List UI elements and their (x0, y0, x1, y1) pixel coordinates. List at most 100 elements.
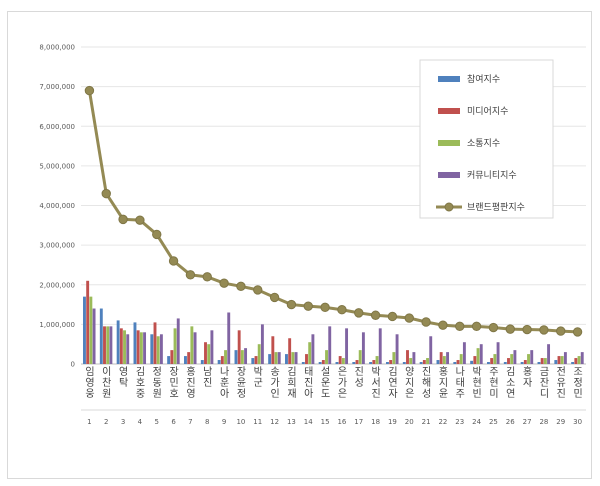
bar (207, 344, 211, 364)
line-point (320, 302, 330, 313)
bar (547, 344, 551, 364)
bar (459, 354, 463, 364)
line-point (337, 305, 347, 315)
bar (375, 356, 379, 364)
bar (513, 350, 517, 364)
bar (227, 312, 231, 364)
line-point (471, 321, 482, 332)
bar (92, 308, 96, 364)
bar (372, 360, 376, 364)
bar (456, 360, 460, 364)
bar (311, 334, 315, 364)
bar (503, 362, 507, 364)
line-series (84, 85, 583, 337)
bar (530, 350, 534, 364)
bar (153, 322, 157, 364)
bar (355, 360, 359, 364)
bar (106, 326, 110, 364)
bar (335, 362, 339, 364)
bar (116, 320, 120, 364)
bar (184, 356, 187, 364)
line-point (354, 308, 364, 318)
bar (274, 352, 278, 364)
y-tick-label: 6,000,000 (39, 123, 75, 131)
bar (352, 362, 356, 364)
y-axis-ticks: 0 1,000,000 2,000,000 3,000,000 4,000,000 5,0… (39, 44, 75, 369)
rank-label: 24 (472, 418, 481, 426)
bar (133, 322, 137, 364)
x-axis-labels: 임 영 웅 1 이 찬 원 2 영 탁 3 김 호 중 4 정 동 원 5 장 민 호 6 홍 진 영 7 남 진 8 나 훈 아 9 장 윤 정 10 박… (81, 365, 586, 426)
bar (389, 360, 393, 364)
bar (577, 356, 581, 364)
bar (419, 362, 423, 364)
rank-label: 5 (155, 418, 159, 426)
rank-label: 20 (405, 418, 414, 426)
line-point (118, 214, 128, 225)
bar (439, 352, 443, 364)
bar (240, 350, 244, 364)
line-point (253, 285, 263, 295)
brand-reputation-chart: 0 1,000,000 2,000,000 3,000,000 4,000,000 5,0… (39, 44, 586, 426)
bar (571, 362, 575, 364)
bar (442, 356, 446, 364)
bar (473, 356, 477, 364)
bar (83, 296, 86, 364)
bar (136, 330, 140, 364)
bar (345, 328, 349, 364)
bar (520, 362, 524, 364)
bar (392, 352, 396, 364)
bar (193, 332, 197, 364)
bar (386, 362, 389, 364)
rank-label: 17 (354, 418, 363, 426)
chart-frame: 0 1,000,000 2,000,000 3,000,000 4,000,000 5,0… (7, 11, 592, 479)
bar (507, 358, 510, 364)
bar (338, 356, 342, 364)
rank-label: 12 (270, 418, 279, 426)
rank-label: 10 (236, 418, 245, 426)
rank-label: 16 (337, 418, 346, 426)
bar (156, 336, 160, 364)
bar (490, 358, 494, 364)
bar (143, 332, 147, 364)
bar (210, 330, 214, 364)
bar (560, 356, 564, 364)
line-point (488, 322, 499, 333)
rank-label: 9 (222, 418, 226, 426)
line-point (269, 292, 280, 303)
legend-label: 소통지수 (467, 138, 500, 149)
legend-swatch (438, 172, 460, 178)
bar (328, 326, 332, 364)
rank-label: 18 (371, 418, 380, 426)
bar (406, 350, 409, 364)
bar (453, 362, 457, 364)
bar (325, 350, 328, 364)
rank-label: 1 (87, 418, 91, 426)
bar (237, 330, 241, 364)
bar (496, 342, 500, 364)
bar (99, 308, 103, 364)
bar (294, 352, 298, 364)
bar (540, 358, 544, 364)
bar (176, 318, 180, 364)
y-tick-label: 0 (71, 361, 75, 369)
bar (217, 360, 221, 364)
bar (308, 342, 312, 364)
bar (268, 354, 272, 364)
rank-label: 22 (438, 418, 447, 426)
bar (429, 336, 433, 364)
line-point (168, 256, 179, 266)
bar (288, 338, 292, 364)
line-point (522, 324, 532, 335)
